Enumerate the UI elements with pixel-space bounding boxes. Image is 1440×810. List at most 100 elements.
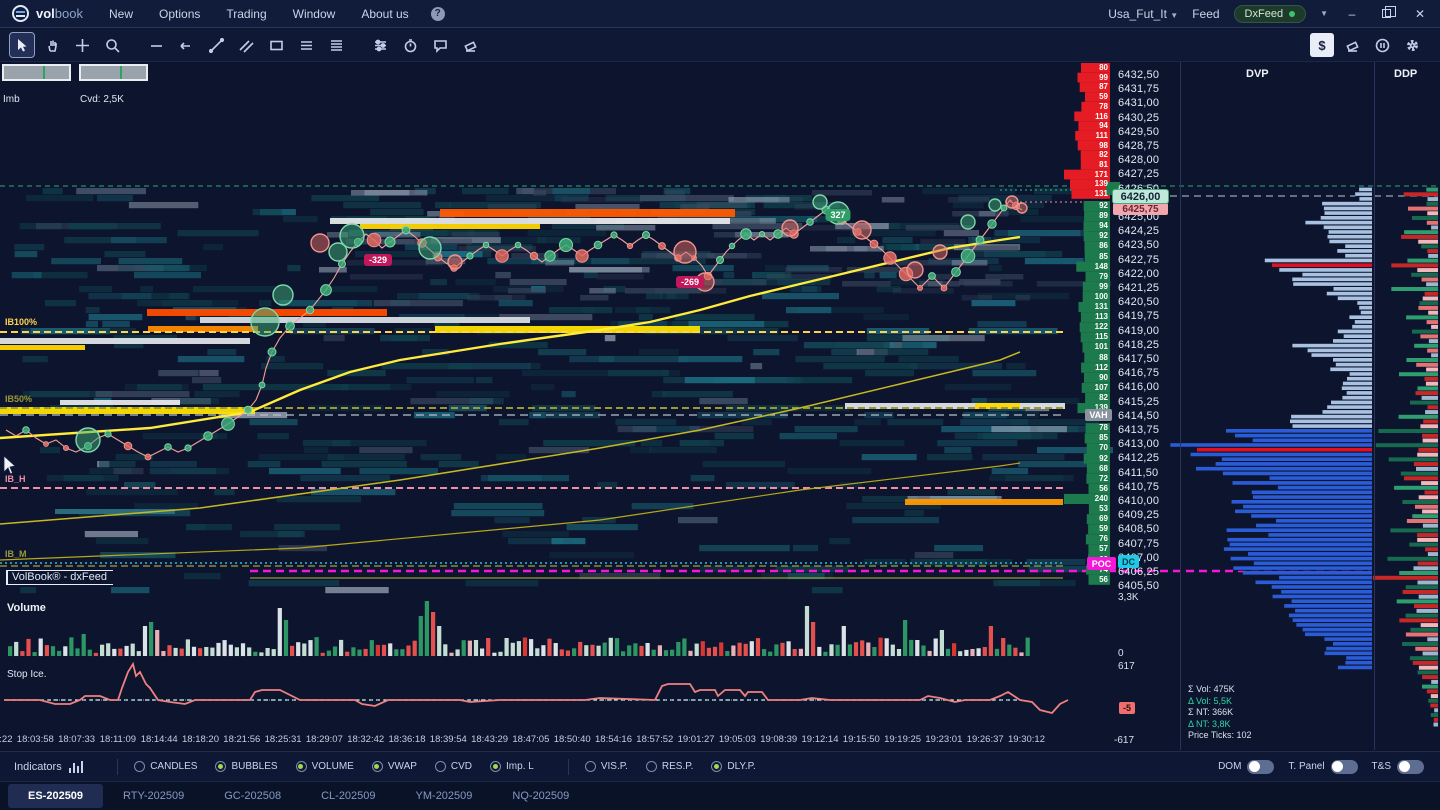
radio-icon	[371, 761, 383, 772]
parallel-lines-tool[interactable]	[234, 33, 258, 57]
indicator-radio-impl[interactable]: Imp. L	[490, 761, 534, 772]
ladder-price[interactable]: 6420,50	[1118, 296, 1160, 309]
pause-icon[interactable]	[1370, 33, 1394, 57]
feed-chevron-icon[interactable]: ▼	[1320, 9, 1328, 18]
timer-tool[interactable]	[398, 33, 422, 57]
rectangle-tool[interactable]	[264, 33, 288, 57]
indicator-radio-visp[interactable]: VIS.P.	[584, 761, 628, 772]
eraser-tool[interactable]	[458, 33, 482, 57]
ladder-price[interactable]: 6428,75	[1118, 140, 1160, 152]
ladder-price[interactable]: 6419,00	[1118, 324, 1160, 337]
sliders-tool[interactable]	[368, 33, 392, 57]
ladder-price[interactable]: 6417,50	[1118, 353, 1160, 365]
ladder-price[interactable]: 6410,00	[1118, 495, 1160, 507]
indicator-radio-dlyp[interactable]: DLY.P.	[711, 761, 756, 772]
contract-tab-cl-202509[interactable]: CL-202509	[321, 790, 376, 802]
arrow-left-tool[interactable]	[174, 33, 198, 57]
indicator-radio-resp[interactable]: RES.P.	[645, 761, 693, 772]
covered-price-box: 6425,75	[1113, 203, 1168, 215]
poc-marker: POC	[1087, 557, 1116, 570]
indicator-radio-volume[interactable]: VOLUME	[295, 761, 354, 772]
ladder-price[interactable]: 6416,00	[1118, 381, 1160, 394]
ladder-price[interactable]: 6413,00	[1118, 438, 1160, 451]
ladder-price[interactable]: 6431,00	[1118, 97, 1160, 110]
dollar-button[interactable]: $	[1310, 33, 1334, 57]
ladder-price[interactable]: 6407,75	[1118, 537, 1160, 550]
ladder-price[interactable]: 6422,00	[1118, 267, 1160, 280]
contract-tab-gc-202508[interactable]: GC-202508	[224, 790, 282, 802]
ladder-price[interactable]: 6428,00	[1118, 154, 1160, 167]
ladder-price[interactable]: 6406,25	[1118, 566, 1160, 578]
indicator-radio-bubbles[interactable]: BUBBLES	[215, 761, 278, 772]
ladder-price[interactable]: 6427,25	[1118, 168, 1160, 181]
ladder-price[interactable]: 6422,75	[1118, 253, 1160, 266]
feed-status-pill[interactable]: DxFeed	[1233, 4, 1307, 23]
indicators-button[interactable]: Indicators	[0, 760, 101, 773]
menu-about-us[interactable]: About us	[361, 6, 409, 21]
gear-icon[interactable]	[1400, 33, 1424, 57]
ladder-price[interactable]: 6429,50	[1118, 125, 1160, 138]
ask-volume: 98	[1099, 140, 1108, 150]
time-tick: 18:39:54	[429, 734, 467, 745]
ladder-price[interactable]: 6414,50	[1118, 409, 1160, 422]
menu-new[interactable]: New	[109, 6, 134, 21]
ladder-price[interactable]: 6409,25	[1118, 509, 1160, 522]
close-button[interactable]: ✕	[1414, 6, 1426, 21]
menu-options[interactable]: Options	[159, 6, 201, 21]
ladder-price[interactable]: 6418,25	[1118, 338, 1160, 351]
ladder-price[interactable]: 6411,50	[1118, 466, 1159, 479]
indicator-radio-vwap[interactable]: VWAP	[371, 761, 417, 772]
imb-gauge[interactable]	[2, 64, 71, 81]
dash-tool[interactable]	[144, 33, 168, 57]
bid-volume: 148	[1094, 261, 1108, 271]
menu-window[interactable]: Window	[292, 6, 336, 21]
ask-volume: 94	[1099, 121, 1108, 131]
radio-label: VOLUME	[311, 761, 354, 772]
volbook-logo: volbook	[0, 5, 109, 22]
contract-tab-es-202509[interactable]: ES-202509	[8, 784, 104, 808]
ladder-price[interactable]: 6419,75	[1118, 310, 1160, 323]
brand-bold: vol	[36, 6, 55, 21]
ladder-price[interactable]: 6413,75	[1118, 424, 1160, 436]
ladder-price[interactable]: 6424,25	[1118, 225, 1160, 238]
toggle-ts[interactable]	[1397, 759, 1424, 774]
ladder-price[interactable]: 6415,25	[1118, 395, 1160, 408]
ladder-price[interactable]: 6405,50	[1118, 580, 1160, 593]
ladder-price[interactable]: 6423,50	[1118, 239, 1160, 252]
chart-area[interactable]: Imb Cvd: 2,5K DVP DDP IB100% IB50% IB_H IB_…	[0, 62, 1440, 750]
ladder-price[interactable]: 6412,25	[1118, 452, 1160, 465]
ladder-price[interactable]: 6432,50	[1118, 69, 1160, 81]
lines-4-tool[interactable]	[324, 33, 348, 57]
zoom-tool[interactable]	[100, 33, 124, 57]
trendline-tool[interactable]	[204, 33, 228, 57]
pointer-tool[interactable]	[9, 32, 35, 58]
ladder-price[interactable]: 6408,50	[1118, 523, 1160, 536]
chat-tool[interactable]	[428, 33, 452, 57]
indicator-radio-cvd[interactable]: CVD	[434, 761, 472, 772]
eraser-icon[interactable]	[1340, 33, 1364, 57]
restore-button[interactable]	[1376, 5, 1396, 21]
bid-volume: 131	[1094, 302, 1108, 311]
ladder-price[interactable]: 6421,25	[1118, 282, 1160, 294]
ladder-price[interactable]: 6416,75	[1118, 367, 1160, 380]
minimize-button[interactable]: –	[1348, 6, 1356, 21]
hand-tool[interactable]	[40, 33, 64, 57]
toggle-label: T. Panel	[1288, 761, 1325, 772]
ask-volume: 116	[1095, 111, 1108, 121]
cvd-gauge[interactable]	[79, 64, 148, 81]
account-selector[interactable]: Usa_Fut_It ▼	[1108, 6, 1179, 21]
ask-volume: 78	[1099, 101, 1108, 111]
lines-3-tool[interactable]	[294, 33, 318, 57]
ladder-price[interactable]: 6431,75	[1118, 83, 1160, 96]
contract-tab-rty-202509[interactable]: RTY-202509	[123, 790, 185, 802]
menu-trading[interactable]: Trading	[226, 6, 267, 21]
toggle-tpanel[interactable]	[1330, 759, 1358, 774]
help-icon[interactable]: ?	[430, 6, 445, 21]
ladder-price[interactable]: 6410,75	[1118, 480, 1160, 493]
crosshair-tool[interactable]	[70, 33, 94, 57]
contract-tab-nq-202509[interactable]: NQ-202509	[512, 790, 570, 802]
ladder-price[interactable]: 6430,25	[1118, 111, 1160, 124]
contract-tab-ym-202509[interactable]: YM-202509	[415, 790, 473, 802]
toggle-dom[interactable]	[1247, 759, 1275, 774]
indicator-radio-candles[interactable]: CANDLES	[134, 761, 197, 772]
